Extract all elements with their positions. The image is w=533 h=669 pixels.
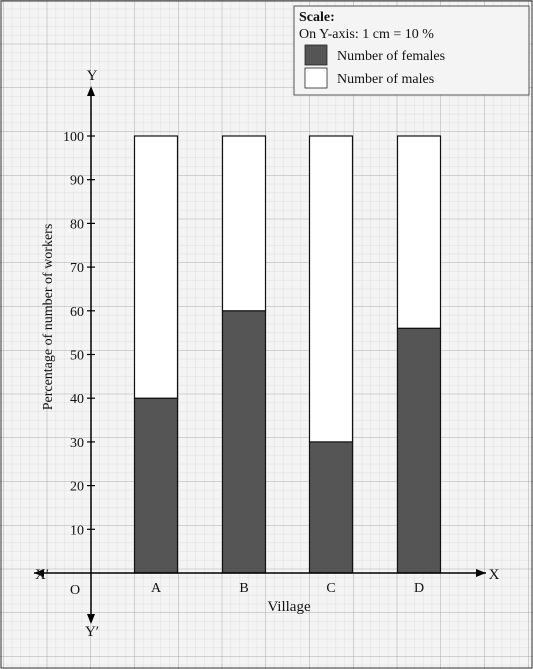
- y-tick-label-50: 50: [70, 349, 84, 364]
- x-category-label-d: D: [414, 581, 424, 596]
- y-axis-letter: Y: [87, 68, 98, 84]
- y-negative-letter: Y′: [85, 624, 99, 640]
- legend-label-males: Number of males: [337, 72, 434, 87]
- y-tick-label-30: 30: [70, 436, 84, 451]
- legend-swatch-males: [305, 68, 327, 88]
- y-tick-label-20: 20: [70, 480, 84, 495]
- legend: Scale: On Y-axis: 1 cm = 10 % Number of …: [294, 6, 529, 95]
- legend-label-females: Number of females: [337, 49, 445, 64]
- bar-a-males: [135, 136, 178, 398]
- bar-d-males: [398, 136, 441, 328]
- bar-d-females: [398, 328, 441, 573]
- y-tick-label-100: 100: [63, 130, 84, 145]
- scale-text: On Y-axis: 1 cm = 10 %: [299, 27, 434, 42]
- bar-c-females: [310, 442, 353, 573]
- x-axis-letter: X: [489, 567, 500, 583]
- bar-a-females: [135, 398, 178, 573]
- legend-swatch-females: [305, 45, 327, 65]
- scale-title: Scale:: [299, 10, 335, 25]
- y-axis-title: Percentage of number of workers: [41, 224, 56, 411]
- origin-label: O: [70, 583, 80, 598]
- y-tick-label-40: 40: [70, 392, 84, 407]
- x-category-label-a: A: [151, 581, 162, 596]
- y-tick-label-80: 80: [70, 217, 84, 232]
- y-tick-label-10: 10: [70, 523, 84, 538]
- bar-b-males: [223, 136, 266, 311]
- y-tick-label-70: 70: [70, 261, 84, 276]
- x-category-label-c: C: [326, 581, 335, 596]
- y-tick-label-90: 90: [70, 174, 84, 189]
- bar-c-males: [310, 136, 353, 442]
- x-negative-letter: X′: [35, 567, 49, 583]
- x-axis-title: Village: [267, 599, 311, 615]
- x-category-label-b: B: [239, 581, 248, 596]
- y-tick-label-60: 60: [70, 305, 84, 320]
- bar-b-females: [223, 311, 266, 573]
